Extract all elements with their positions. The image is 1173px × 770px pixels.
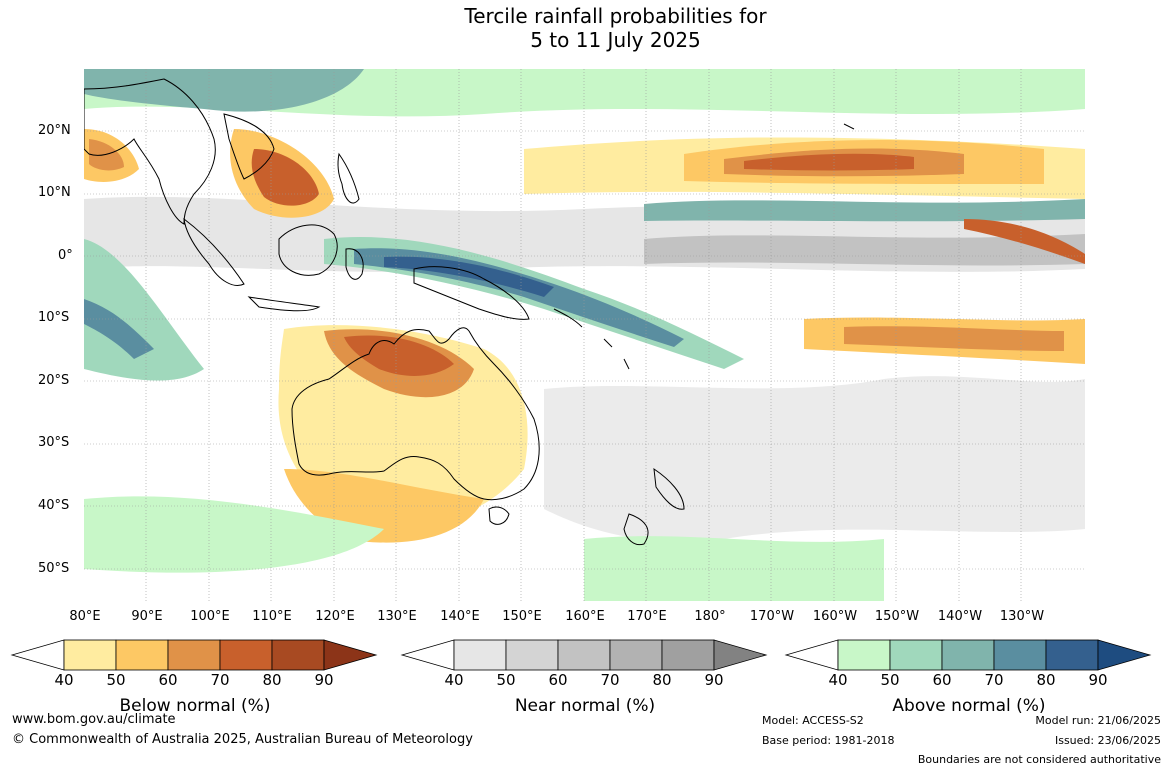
cbar-segment bbox=[941, 639, 995, 671]
lon-label: 120°E bbox=[315, 609, 355, 624]
cbar1-tick: 40 bbox=[54, 671, 74, 689]
above-normal-colorbar bbox=[784, 639, 1152, 671]
cbar-segment bbox=[1045, 639, 1099, 671]
base-period: Base period: 1981-2018 bbox=[762, 734, 895, 747]
lat-label-20n: 20°N bbox=[38, 123, 71, 138]
coastlines bbox=[84, 78, 855, 546]
below-normal-label: Below normal (%) bbox=[119, 696, 271, 716]
lon-label: 90°E bbox=[131, 609, 163, 624]
cbar3-tick: 40 bbox=[828, 671, 848, 689]
lat-label-0: 0° bbox=[58, 248, 73, 263]
map-title: Tercile rainfall probabilities for 5 to … bbox=[0, 4, 1173, 52]
copyright: © Commonwealth of Australia 2025, Austra… bbox=[12, 732, 473, 747]
lon-label: 130°W bbox=[999, 609, 1045, 624]
below-normal-colorbar bbox=[10, 639, 378, 671]
cbar1-tick: 50 bbox=[106, 671, 126, 689]
cbar-segment bbox=[1097, 639, 1152, 671]
cbar3-tick: 80 bbox=[1036, 671, 1056, 689]
cbar2-tick: 90 bbox=[704, 671, 724, 689]
lat-label-10n: 10°N bbox=[38, 185, 71, 200]
cbar2-tick: 50 bbox=[496, 671, 516, 689]
above-normal-label: Above normal (%) bbox=[892, 696, 1046, 716]
lon-label: 100°E bbox=[190, 609, 230, 624]
cbar-segment bbox=[219, 639, 273, 671]
cbar3-tick: 90 bbox=[1088, 671, 1108, 689]
lon-label: 180° bbox=[694, 609, 726, 624]
title-line-1: Tercile rainfall probabilities for bbox=[464, 4, 767, 28]
graticule bbox=[84, 69, 1085, 601]
lat-label-20s: 20°S bbox=[38, 373, 70, 388]
cbar-segment bbox=[609, 639, 663, 671]
forecast-map bbox=[84, 69, 1085, 601]
title-line-2: 5 to 11 July 2025 bbox=[530, 28, 701, 52]
probability-field bbox=[84, 69, 1085, 601]
lon-label: 80°E bbox=[69, 609, 101, 624]
cbar-segment bbox=[889, 639, 943, 671]
cbar2-tick: 40 bbox=[444, 671, 464, 689]
near-normal-colorbar bbox=[400, 639, 768, 671]
lon-label: 110°E bbox=[252, 609, 292, 624]
cbar3-tick: 70 bbox=[984, 671, 1004, 689]
cbar-segment bbox=[837, 639, 891, 671]
lon-label: 150°E bbox=[502, 609, 542, 624]
lon-label: 140°E bbox=[440, 609, 480, 624]
cbar1-tick: 60 bbox=[158, 671, 178, 689]
cbar-segment bbox=[453, 639, 507, 671]
lat-label-10s: 10°S bbox=[38, 310, 70, 325]
cbar2-tick: 70 bbox=[600, 671, 620, 689]
lat-label-40s: 40°S bbox=[38, 498, 70, 513]
bom-url[interactable]: www.bom.gov.au/climate bbox=[12, 712, 176, 727]
cbar-segment bbox=[10, 639, 65, 671]
cbar-segment bbox=[271, 639, 325, 671]
cbar-segment bbox=[400, 639, 455, 671]
disclaimer: Boundaries are not considered authoritat… bbox=[917, 753, 1161, 766]
lat-label-30s: 30°S bbox=[38, 435, 70, 450]
cbar-segment bbox=[557, 639, 611, 671]
cbar-segment bbox=[115, 639, 169, 671]
cbar3-tick: 60 bbox=[932, 671, 952, 689]
lon-label: 160°W bbox=[812, 609, 858, 624]
cbar2-tick: 60 bbox=[548, 671, 568, 689]
cbar-segment bbox=[661, 639, 715, 671]
lat-label-50s: 50°S bbox=[38, 561, 70, 576]
cbar-segment bbox=[993, 639, 1047, 671]
lon-label: 170°W bbox=[749, 609, 795, 624]
cbar-segment bbox=[63, 639, 117, 671]
model-run: Model run: 21/06/2025 bbox=[1035, 714, 1161, 727]
cbar1-tick: 90 bbox=[314, 671, 334, 689]
lon-label: 140°W bbox=[937, 609, 983, 624]
cbar-segment bbox=[167, 639, 221, 671]
lon-label: 150°W bbox=[874, 609, 920, 624]
map-canvas bbox=[84, 69, 1085, 601]
lon-label: 160°E bbox=[565, 609, 605, 624]
cbar1-tick: 70 bbox=[210, 671, 230, 689]
lon-label: 130°E bbox=[377, 609, 417, 624]
cbar-segment bbox=[713, 639, 768, 671]
near-normal-label: Near normal (%) bbox=[514, 696, 656, 716]
cbar-segment bbox=[505, 639, 559, 671]
cbar1-tick: 80 bbox=[262, 671, 282, 689]
cbar-segment bbox=[784, 639, 839, 671]
lon-label: 170°E bbox=[627, 609, 667, 624]
cbar3-tick: 50 bbox=[880, 671, 900, 689]
cbar2-tick: 80 bbox=[652, 671, 672, 689]
cbar-segment bbox=[323, 639, 378, 671]
model-name: Model: ACCESS-S2 bbox=[762, 714, 864, 727]
issued-date: Issued: 23/06/2025 bbox=[1054, 734, 1161, 747]
